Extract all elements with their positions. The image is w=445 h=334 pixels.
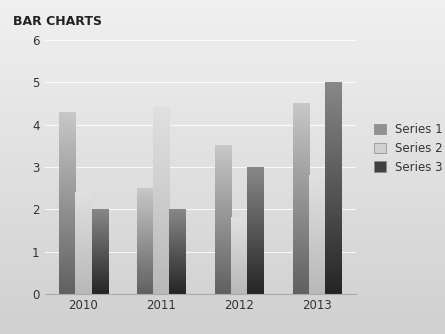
Legend: Series 1, Series 2, Series 3: Series 1, Series 2, Series 3 xyxy=(368,117,445,180)
Text: BAR CHARTS: BAR CHARTS xyxy=(13,15,102,28)
